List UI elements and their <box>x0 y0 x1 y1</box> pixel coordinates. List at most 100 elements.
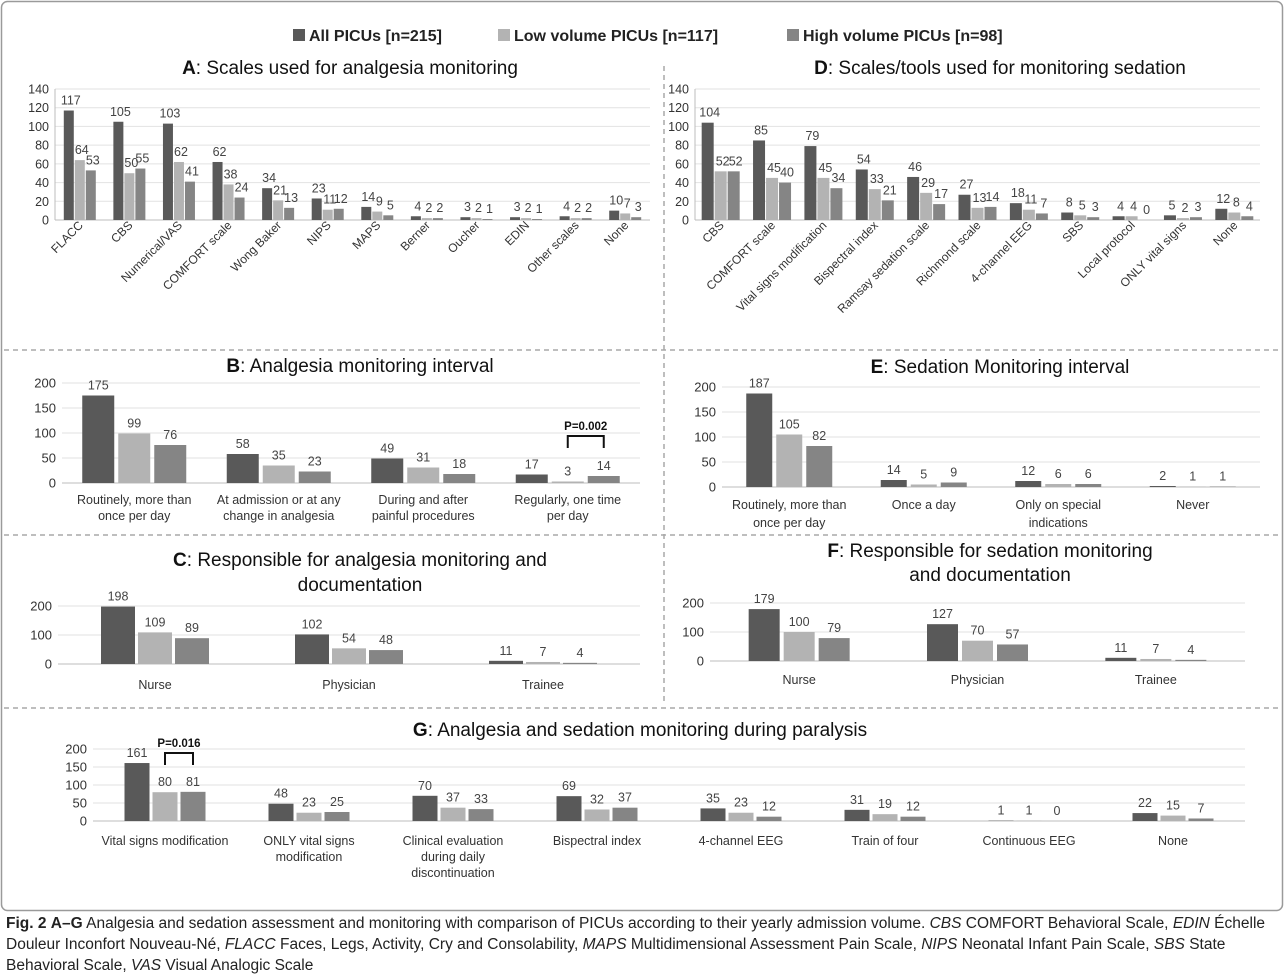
bar <box>1015 481 1041 487</box>
data-label: 48 <box>379 633 393 647</box>
bar <box>82 396 114 484</box>
y-tick-label: 0 <box>709 480 716 495</box>
caption-fig-label: Fig. 2 <box>6 915 46 932</box>
data-label: 1 <box>1026 804 1033 818</box>
data-label: 62 <box>213 145 227 159</box>
data-label: 103 <box>160 107 181 121</box>
data-label: 9 <box>950 466 957 480</box>
data-label: 105 <box>779 418 800 432</box>
data-label: 33 <box>870 172 884 186</box>
data-label: 4 <box>563 199 570 213</box>
caption-abbreviation: MAPS Multidimensional Assessment Pain Sc… <box>583 936 922 953</box>
bar <box>907 177 919 220</box>
data-label: 82 <box>812 429 826 443</box>
y-tick-label: 100 <box>30 628 52 643</box>
bar <box>86 170 96 220</box>
bar <box>830 188 842 220</box>
data-label: 55 <box>135 152 149 166</box>
data-label: 69 <box>562 779 576 793</box>
panel-title-letter: D <box>814 58 828 79</box>
category-label: NIPS <box>304 218 334 248</box>
panel-title-letter: B <box>226 356 240 377</box>
panel-title-text: : Scales/tools used for monitoring sedat… <box>828 58 1186 79</box>
panel-title-a: A: Scales used for analgesia monitoring <box>182 58 518 79</box>
caption-title: Analgesia and sedation assessment and mo… <box>86 915 925 932</box>
category-label: CBS <box>108 218 135 245</box>
bar <box>901 817 926 821</box>
y-tick-label: 150 <box>65 760 87 775</box>
y-tick-label: 0 <box>682 214 689 228</box>
bar <box>997 644 1028 661</box>
panel-title-c: C: Responsible for analgesia monitoring … <box>173 550 547 571</box>
data-label: 2 <box>1159 469 1166 483</box>
bar <box>433 218 443 220</box>
y-tick-label: 0 <box>80 814 87 829</box>
bar <box>869 189 881 220</box>
figure-charts: All PICUs [n=215] Low volume PICUs [n=117… <box>0 0 1284 912</box>
y-tick-label: 40 <box>35 176 49 190</box>
data-label: 99 <box>127 417 141 431</box>
data-label: 54 <box>857 152 871 166</box>
legend-label: All PICUs [n=215] <box>309 28 442 45</box>
y-tick-label: 200 <box>34 376 56 391</box>
data-label: 3 <box>564 465 571 479</box>
bar <box>118 434 150 484</box>
y-tick-label: 140 <box>28 83 49 97</box>
bar <box>1045 484 1071 487</box>
bar <box>817 178 829 220</box>
panel-title-text: : Analgesia and sedation monitoring duri… <box>428 720 867 741</box>
data-label: 81 <box>186 775 200 789</box>
bar <box>299 472 331 484</box>
data-label: 3 <box>1092 200 1099 214</box>
bar <box>582 218 592 220</box>
bar <box>806 446 832 487</box>
data-label: 14 <box>986 190 1000 204</box>
bar <box>845 810 870 821</box>
legend-label: Low volume PICUs [n=117] <box>514 28 718 45</box>
data-label: 34 <box>831 171 845 185</box>
data-label: 1 <box>486 202 493 216</box>
legend-label: High volume PICUs [n=98] <box>803 28 1003 45</box>
bar <box>273 200 283 220</box>
caption-abbreviation: FLACC Faces, Legs, Activity, Cry and Con… <box>225 936 583 953</box>
bar <box>227 454 259 483</box>
data-label: 7 <box>624 196 631 210</box>
data-label: 5 <box>1079 198 1086 212</box>
category-label: Routinely, more than <box>77 493 191 507</box>
category-label: CBS <box>699 218 726 245</box>
category-label: Train of four <box>852 834 919 848</box>
bar <box>1161 816 1186 821</box>
data-label: 11 <box>1114 641 1127 655</box>
bar <box>701 808 726 821</box>
panel-title-letter: G <box>413 720 428 741</box>
bar <box>224 184 234 220</box>
bar <box>962 641 993 661</box>
category-label: Trainee <box>522 678 564 692</box>
bar <box>371 459 403 484</box>
data-label: 11 <box>500 644 513 658</box>
bar <box>1036 213 1048 220</box>
panel-title-b: B: Analgesia monitoring interval <box>226 356 493 377</box>
bar <box>779 183 791 220</box>
data-label: 11 <box>1024 193 1037 207</box>
data-label: 8 <box>1233 196 1240 210</box>
bar <box>181 792 206 821</box>
category-label: 4-channel EEG <box>699 834 784 848</box>
data-label: 22 <box>1138 796 1152 810</box>
legend-swatch <box>293 29 305 41</box>
bar <box>269 804 294 821</box>
data-label: 2 <box>436 201 443 215</box>
bar <box>911 485 937 488</box>
data-label: 70 <box>418 779 432 793</box>
y-tick-label: 20 <box>675 195 689 209</box>
data-label: 2 <box>574 201 581 215</box>
data-label: 161 <box>127 746 148 760</box>
data-label: 38 <box>224 167 238 181</box>
bar <box>526 662 560 664</box>
bar <box>153 792 178 821</box>
legend-swatch <box>498 29 510 41</box>
bar <box>1150 486 1176 487</box>
data-label: 29 <box>921 176 935 190</box>
bar <box>325 812 350 821</box>
caption-abbreviation: NIPS Neonatal Infant Pain Scale, <box>921 936 1154 953</box>
